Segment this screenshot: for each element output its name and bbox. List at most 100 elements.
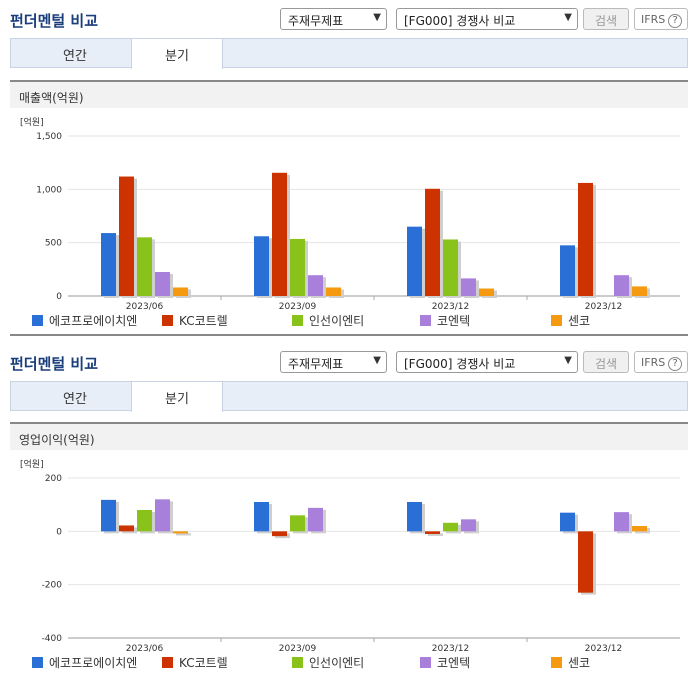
legend-item[interactable]: KC코트렐 <box>162 312 228 329</box>
legend-swatch <box>292 657 303 668</box>
legend-item[interactable]: 코엔텍 <box>420 312 470 329</box>
chevron-down-icon: ▼ <box>564 355 572 366</box>
legend-swatch <box>162 657 173 668</box>
legend-item[interactable]: 센코 <box>551 312 590 329</box>
legend-item[interactable]: 센코 <box>551 654 590 671</box>
y-tick-label: 0 <box>56 292 62 302</box>
statement-select[interactable]: 주재무제표 ▼ <box>280 351 387 373</box>
ifrs-button[interactable]: IFRS? <box>634 8 688 30</box>
period-tabs: 연간 분기 <box>10 38 688 69</box>
legend-swatch <box>32 657 43 668</box>
bar <box>173 287 188 296</box>
legend-item[interactable]: KC코트렐 <box>162 654 228 671</box>
bar <box>254 502 269 532</box>
y-tick-label: 0 <box>56 527 62 537</box>
panel-title: 펀더멘털 비교 <box>10 12 99 30</box>
bar <box>560 512 575 532</box>
search-button[interactable]: 검색 <box>583 351 629 373</box>
operating-profit-chart: [억원] -400 -200 0 200 2023/06 2023/09 2023/12 202… <box>20 458 680 652</box>
bar <box>443 522 458 532</box>
legend-swatch <box>420 657 431 668</box>
bar <box>137 510 152 532</box>
bar <box>632 286 647 296</box>
chart-title: 영업이익(억원) <box>10 422 688 450</box>
bar <box>425 531 440 534</box>
bar <box>614 275 629 296</box>
chevron-down-icon: ▼ <box>373 355 381 366</box>
x-tick-label: 2023/06 <box>126 644 164 652</box>
bar <box>479 288 494 296</box>
peer-group-select[interactable]: [FG000] 경쟁사 비교 ▼ <box>396 351 578 373</box>
bar <box>173 531 188 534</box>
legend-label: 에코프로에이치엔 <box>49 314 138 328</box>
bar <box>326 287 341 296</box>
panel-title: 펀더멘털 비교 <box>10 355 99 373</box>
help-icon: ? <box>668 14 683 28</box>
peer-group-select-value: [FG000] 경쟁사 비교 <box>404 357 516 371</box>
y-tick-label: -200 <box>42 581 63 591</box>
revenue-chart: [억원] 0 500 1,000 1,500 2023/06 2023/09 2023/12 2… <box>20 116 680 310</box>
bar <box>119 525 134 532</box>
y-tick-label: 500 <box>45 239 62 249</box>
bar <box>407 226 422 296</box>
bar <box>137 237 152 296</box>
bar-shadow <box>176 533 191 536</box>
chevron-down-icon: ▼ <box>564 12 572 23</box>
legend-item[interactable]: 에코프로에이치엔 <box>32 312 137 329</box>
legend-label: 코엔텍 <box>437 656 471 670</box>
x-tick-label: 2023/12 <box>432 644 469 652</box>
bar <box>461 278 476 296</box>
ifrs-label: IFRS <box>641 13 666 26</box>
bar <box>254 236 269 296</box>
legend-swatch <box>292 315 303 326</box>
legend-label: 코엔텍 <box>437 314 471 328</box>
legend-label: 센코 <box>568 656 591 670</box>
legend-item[interactable]: 인선이엔티 <box>292 312 364 329</box>
chart-title: 매출액(억원) <box>10 80 688 108</box>
x-tick-label: 2023/06 <box>126 302 164 310</box>
legend-item[interactable]: 인선이엔티 <box>292 654 364 671</box>
statement-select-value: 주재무제표 <box>288 14 344 28</box>
tab-annual[interactable]: 연간 <box>63 392 87 407</box>
bar <box>119 176 134 296</box>
chevron-down-icon: ▼ <box>373 12 381 23</box>
legend-swatch <box>420 315 431 326</box>
legend-label: KC코트렐 <box>179 314 228 328</box>
bar <box>290 515 305 532</box>
tab-quarterly[interactable]: 분기 <box>131 39 223 69</box>
tab-annual[interactable]: 연간 <box>63 49 87 64</box>
unit-label: [억원] <box>20 458 44 470</box>
legend-label: 인선이엔티 <box>309 656 365 670</box>
chart-legend: 에코프로에이치엔 KC코트렐 인선이엔티 코엔텍 센코 <box>10 312 688 328</box>
legend-item[interactable]: 에코프로에이치엔 <box>32 654 137 671</box>
bar <box>443 239 458 296</box>
help-icon: ? <box>668 357 683 371</box>
legend-item[interactable]: 코엔텍 <box>420 654 470 671</box>
panel-1-header: 펀더멘털 비교 주재무제표 ▼ [FG000] 경쟁사 비교 ▼ 검색 IFRS… <box>0 0 696 34</box>
divider <box>10 334 688 336</box>
y-tick-label: 1,000 <box>36 185 62 195</box>
chart-legend: 에코프로에이치엔 KC코트렐 인선이엔티 코엔텍 센코 <box>10 654 688 670</box>
legend-label: KC코트렐 <box>179 656 228 670</box>
bar <box>560 245 575 296</box>
peer-group-select[interactable]: [FG000] 경쟁사 비교 ▼ <box>396 8 578 30</box>
bar <box>425 188 440 296</box>
bar <box>614 512 629 532</box>
panel-2-header: 펀더멘털 비교 주재무제표 ▼ [FG000] 경쟁사 비교 ▼ 검색 IFRS… <box>0 343 696 377</box>
legend-swatch <box>551 657 562 668</box>
tab-quarterly[interactable]: 분기 <box>131 382 223 412</box>
period-tabs: 연간 분기 <box>10 381 688 412</box>
bar <box>155 272 170 296</box>
bar <box>578 182 593 296</box>
ifrs-button[interactable]: IFRS? <box>634 351 688 373</box>
bar <box>272 531 287 537</box>
bar <box>632 526 647 532</box>
bar <box>461 519 476 532</box>
search-button[interactable]: 검색 <box>583 8 629 30</box>
legend-label: 에코프로에이치엔 <box>49 656 138 670</box>
y-tick-label: -400 <box>42 634 63 644</box>
peer-group-select-value: [FG000] 경쟁사 비교 <box>404 14 516 28</box>
statement-select[interactable]: 주재무제표 ▼ <box>280 8 387 30</box>
bar <box>407 502 422 532</box>
x-tick-label: 2023/12 <box>432 302 469 310</box>
